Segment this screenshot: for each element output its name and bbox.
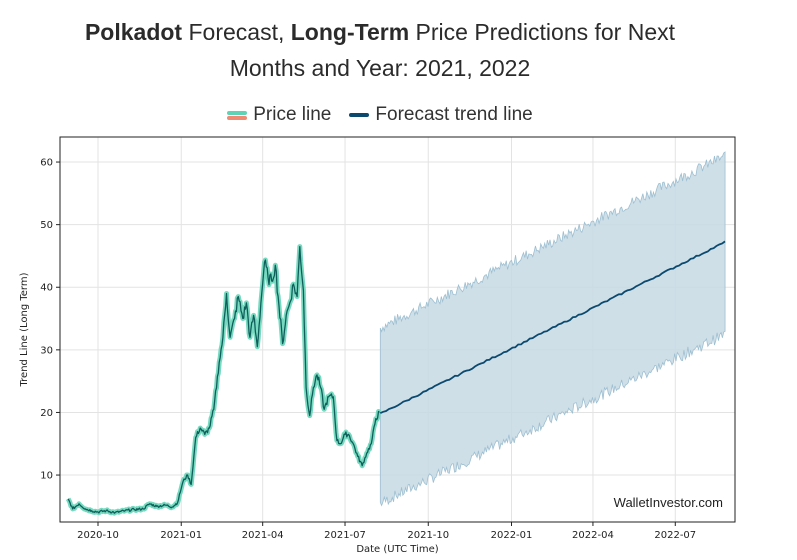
y-tick-label: 50 — [40, 220, 53, 231]
forecast-confidence-band — [379, 151, 726, 507]
legend-item-forecast: Forecast trend line — [349, 104, 533, 126]
legend-item-price: Price line — [227, 104, 331, 126]
title-text-b: Price Predictions for Next — [409, 19, 676, 45]
price-line — [67, 245, 380, 514]
x-axis-label: Date (UTC Time) — [356, 544, 438, 555]
y-tick-label: 40 — [40, 283, 53, 294]
x-tick-label: 2022-04 — [572, 530, 614, 541]
forecast-line-swatch-icon — [349, 113, 370, 117]
title-coin-name: Polkadot — [84, 19, 183, 45]
x-tick-label: 2021-04 — [242, 530, 284, 541]
legend-price-label: Price line — [253, 104, 332, 125]
title-line-1: Polkadot Forecast, Long-Term Price Predi… — [0, 14, 760, 50]
y-tick-label: 20 — [40, 408, 53, 419]
x-tick-label: 2021-01 — [160, 530, 202, 541]
watermark-text: WalletInvestor.com — [614, 495, 723, 510]
x-tick-label: 2021-10 — [407, 530, 449, 541]
title-text-a: Forecast, — [182, 19, 291, 45]
chart-title: Polkadot Forecast, Long-Term Price Predi… — [0, 14, 760, 86]
axis-ticks: 10 20 30 40 50 60 2020-10 2021-01 2021-04 2021-07… — [40, 158, 696, 541]
price-line-glow — [65, 244, 382, 516]
y-axis-label: Trend Line (Long Term) — [19, 272, 30, 387]
title-line-2: Months and Year: 2021, 2022 — [229, 55, 531, 81]
x-tick-label: 2021-07 — [324, 530, 366, 541]
x-tick-label: 2022-01 — [491, 530, 533, 541]
legend-forecast-label: Forecast trend line — [375, 104, 533, 125]
plot-frame — [59, 136, 736, 523]
price-line-swatch-icon — [227, 110, 248, 120]
y-tick-label: 30 — [40, 345, 53, 356]
forecast-trend-line — [379, 240, 726, 414]
title-term: Long-Term — [290, 19, 410, 45]
y-tick-label: 10 — [40, 471, 53, 482]
confidence-band-area — [379, 151, 726, 507]
x-tick-label: 2022-07 — [654, 530, 696, 541]
x-tick-label: 2020-10 — [77, 530, 119, 541]
series-lines — [65, 240, 726, 516]
y-tick-label: 60 — [40, 158, 53, 169]
legend: Price line Forecast trend line — [0, 104, 760, 126]
